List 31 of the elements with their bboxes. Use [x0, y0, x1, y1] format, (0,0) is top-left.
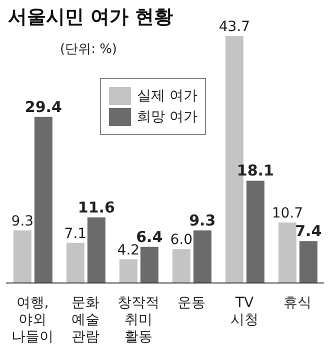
bar	[299, 241, 318, 283]
bar	[66, 242, 84, 283]
data-label: 29.4	[24, 98, 62, 116]
data-label: 9.3	[189, 211, 216, 230]
data-label: 10.7	[272, 206, 304, 222]
x-tick-label: 휴식	[284, 295, 312, 311]
bar	[87, 217, 106, 283]
bar	[119, 259, 138, 283]
data-label: 18.1	[236, 162, 274, 180]
bar	[34, 116, 52, 283]
data-label: 43.7	[218, 19, 250, 35]
chart-title: 서울시민 여가 현황	[8, 5, 174, 30]
data-label: 7.1	[64, 226, 87, 242]
data-label: 9.3	[11, 213, 34, 230]
text: (단위: %)	[60, 41, 118, 58]
bar	[278, 222, 296, 283]
data-label: 7.4	[295, 222, 322, 240]
x-tick-label: 문화 예술 관람	[72, 295, 100, 345]
bar	[13, 230, 32, 283]
bar	[172, 249, 190, 283]
x-tick-label: TV 시청	[230, 295, 258, 328]
x-tick-label: 여행, 야외 나들이	[12, 295, 54, 345]
bar	[140, 246, 158, 283]
data-label: 11.6	[78, 198, 115, 216]
legend-label: 실제 여가	[137, 87, 198, 105]
x-tick-label: 창작적 취미 활동	[118, 295, 160, 345]
legend-label: 희망 여가	[137, 108, 198, 126]
data-label: 6.0	[170, 232, 193, 248]
x-tick-label: 운동	[178, 295, 206, 311]
bar	[246, 180, 264, 283]
bar	[193, 230, 212, 283]
